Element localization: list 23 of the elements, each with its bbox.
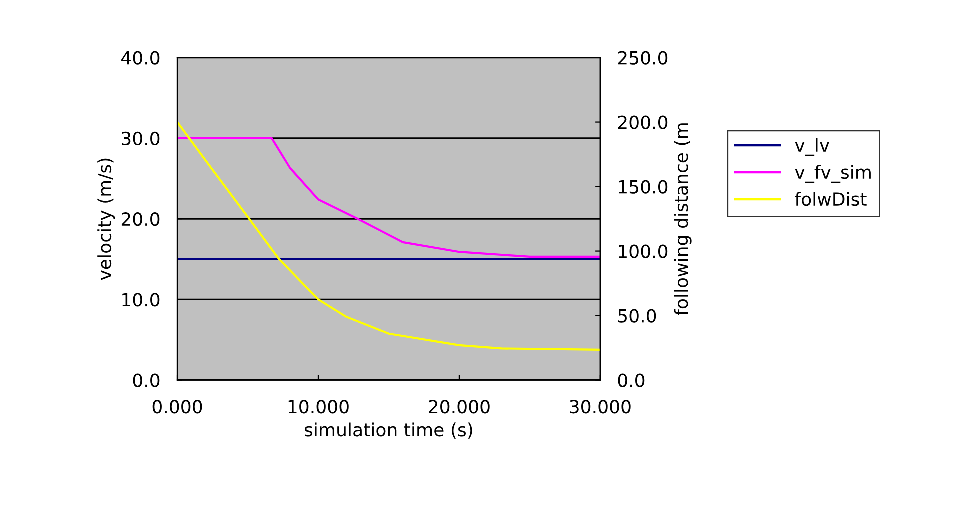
line-series <box>178 121 600 352</box>
y-tick-label: 30.0 <box>122 132 160 146</box>
legend-label: folwDist <box>795 192 867 206</box>
y2-tick-label: 150.0 <box>619 180 668 194</box>
y2-tick-label: 200.0 <box>618 116 668 130</box>
line-series <box>178 137 600 258</box>
y2-tick-label: 50.0 <box>618 309 656 323</box>
y-tick-label: 10.0 <box>122 293 160 307</box>
x-axis-title: simulation time (s) <box>305 422 472 439</box>
y-tick-label: 0.0 <box>133 374 160 388</box>
y2-tick-label: 250.0 <box>618 51 668 65</box>
y-tick-label: 20.0 <box>122 212 160 226</box>
x-tick-label: 30.000 <box>570 400 631 414</box>
y-axis-title: velocity (m/s) <box>98 158 116 280</box>
y2-axis-title: following distance (m <box>674 124 692 316</box>
x-tick-label: 10.000 <box>288 400 349 414</box>
x-tick-label: 0.000 <box>152 400 202 414</box>
y-tick-label: 40.0 <box>122 51 160 65</box>
x-tick-label: 20.000 <box>429 400 490 414</box>
legend-label: v_lv <box>795 138 830 156</box>
legend-label: v_fv_sim <box>795 165 871 184</box>
y2-tick-label: 100.0 <box>619 244 668 258</box>
y2-tick-label: 0.0 <box>618 374 645 388</box>
